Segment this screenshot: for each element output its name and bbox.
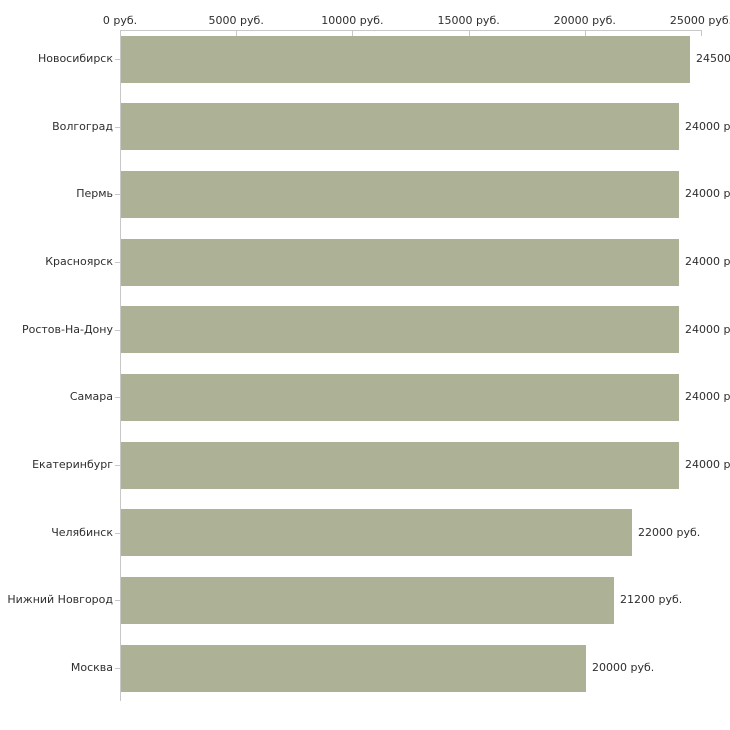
bar xyxy=(121,645,586,692)
y-axis-tick xyxy=(115,600,120,601)
x-axis-tick-label: 10000 руб. xyxy=(321,14,384,27)
category-label: Челябинск xyxy=(51,526,113,539)
category-label: Пермь xyxy=(76,187,113,200)
category-label: Самара xyxy=(69,390,113,403)
category-label: Екатеринбург xyxy=(32,458,113,471)
x-axis-tick-label: 5000 руб. xyxy=(208,14,264,27)
category-label: Новосибирск xyxy=(37,52,113,65)
x-axis-tick-label: 25000 руб. xyxy=(669,14,730,27)
bar xyxy=(121,509,632,556)
value-label: 24000 руб. xyxy=(685,323,730,336)
value-label: 20000 руб. xyxy=(592,661,655,674)
x-axis-tick-label: 20000 руб. xyxy=(553,14,616,27)
x-axis-line xyxy=(120,30,702,31)
bar xyxy=(121,171,679,218)
bar xyxy=(121,103,679,150)
y-axis-line xyxy=(120,30,121,701)
value-label: 24000 руб. xyxy=(685,458,730,471)
x-axis-tick xyxy=(584,30,586,36)
value-label: 24000 руб. xyxy=(685,390,730,403)
bar xyxy=(121,306,679,353)
value-label: 24500 руб. xyxy=(696,52,730,65)
bar xyxy=(121,239,679,286)
value-label: 24000 руб. xyxy=(685,120,730,133)
value-label: 24000 руб. xyxy=(685,255,730,268)
value-label: 22000 руб. xyxy=(638,526,701,539)
y-axis-tick xyxy=(115,397,120,398)
value-label: 21200 руб. xyxy=(620,593,683,606)
value-label: 24000 руб. xyxy=(685,187,730,200)
x-axis-tick xyxy=(120,30,121,36)
category-label: Нижний Новгород xyxy=(7,593,113,606)
category-label: Москва xyxy=(70,661,113,674)
x-axis-tick-label: 0 руб. xyxy=(102,14,138,27)
y-axis-tick xyxy=(115,533,120,534)
x-axis-tick xyxy=(468,30,470,36)
y-axis-tick xyxy=(115,668,120,669)
y-axis-tick xyxy=(115,262,120,263)
y-axis-tick xyxy=(115,194,120,195)
x-axis-tick xyxy=(701,30,702,36)
x-axis-tick xyxy=(352,30,354,36)
x-axis-tick xyxy=(236,30,238,36)
bar xyxy=(121,374,679,421)
bar xyxy=(121,577,614,624)
category-label: Красноярск xyxy=(45,255,113,268)
y-axis-tick xyxy=(115,465,120,466)
x-axis-tick-label: 15000 руб. xyxy=(437,14,500,27)
y-axis-tick xyxy=(115,330,120,331)
category-label: Ростов-На-Дону xyxy=(21,323,113,336)
y-axis-tick xyxy=(115,59,120,60)
category-label: Волгоград xyxy=(52,120,113,133)
y-axis-tick xyxy=(115,127,120,128)
bar xyxy=(121,36,690,83)
bar xyxy=(121,442,679,489)
